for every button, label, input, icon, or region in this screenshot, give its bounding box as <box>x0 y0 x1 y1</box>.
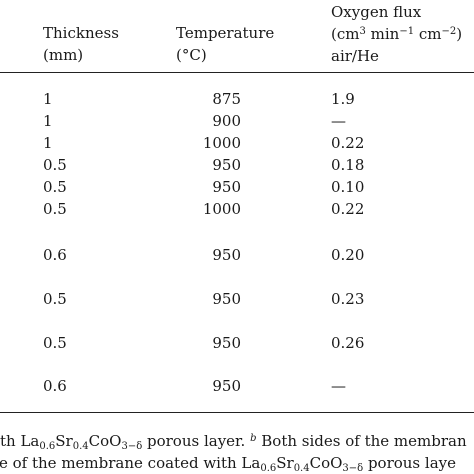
row-temperature: 950 <box>212 377 241 395</box>
row-flux: — <box>331 112 346 130</box>
row-thickness: 1 <box>43 90 53 108</box>
row-flux: 0.22 <box>331 200 365 218</box>
header-flux-unit: (cm3 min−1 cm−2) <box>331 25 463 43</box>
row-temperature: 950 <box>212 156 241 174</box>
header-flux-condition: air/He <box>331 47 379 65</box>
row-temperature: 1000 <box>202 200 241 218</box>
row-thickness: 0.5 <box>43 290 67 308</box>
row-flux: 0.26 <box>331 334 365 352</box>
row-thickness: 1 <box>43 134 53 152</box>
row-thickness: 0.6 <box>43 246 67 264</box>
footnote-line-2: e of the membrane coated with La0.6Sr0.4… <box>0 454 456 474</box>
row-thickness: 0.5 <box>43 178 67 196</box>
footnote-line-1: th La0.6Sr0.4CoO3−δ porous layer. b Both… <box>0 432 467 452</box>
row-flux: 0.18 <box>331 156 365 174</box>
row-temperature: 950 <box>212 290 241 308</box>
row-flux: — <box>331 377 346 395</box>
table-bottom-rule <box>0 412 474 413</box>
header-thickness: Thickness <box>43 24 119 42</box>
row-temperature: 875 <box>212 90 241 108</box>
row-flux: 0.22 <box>331 134 365 152</box>
row-flux: 0.10 <box>331 178 365 196</box>
header-thickness-unit: (mm) <box>43 46 84 64</box>
header-temperature: Temperature <box>176 24 275 42</box>
row-flux: 1.9 <box>331 90 355 108</box>
row-temperature: 950 <box>212 178 241 196</box>
header-temperature-unit: (°C) <box>176 46 207 64</box>
row-thickness: 0.6 <box>43 377 67 395</box>
header-oxygen-flux: Oxygen flux <box>331 3 422 21</box>
row-thickness: 0.5 <box>43 156 67 174</box>
row-temperature: 950 <box>212 334 241 352</box>
row-thickness: 0.5 <box>43 334 67 352</box>
row-temperature: 1000 <box>202 134 241 152</box>
header-rule <box>0 72 474 73</box>
row-flux: 0.20 <box>331 246 365 264</box>
row-thickness: 0.5 <box>43 200 67 218</box>
row-temperature: 900 <box>212 112 241 130</box>
row-flux: 0.23 <box>331 290 365 308</box>
row-temperature: 950 <box>212 246 241 264</box>
row-thickness: 1 <box>43 112 53 130</box>
